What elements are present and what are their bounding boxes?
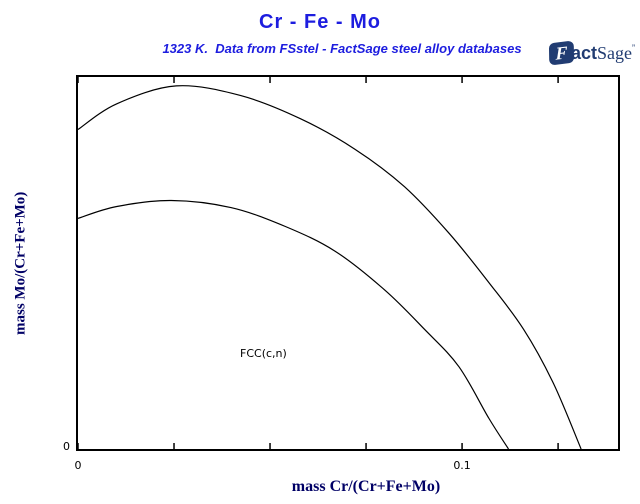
factsage-logo-blob-icon: F — [548, 40, 575, 66]
y-tick-label: 0 — [63, 440, 70, 453]
logo-trademark: ” — [632, 43, 635, 53]
x-tick-label: 0 — [74, 459, 82, 472]
curve-phase-boundary-lower — [78, 199, 510, 449]
curve-phase-boundary-upper — [78, 85, 582, 449]
phase-region-label: FCC(c,n) — [240, 347, 287, 360]
chart-subtitle: 1323 K. Data from FSstel - FactSage stee… — [162, 41, 522, 56]
factsage-logo: F act Sage ” — [548, 40, 635, 66]
chart-title: Cr - Fe - Mo — [259, 11, 381, 33]
x-tick-label: 0.1 — [453, 459, 471, 472]
plot-area: FCC(c,n) — [76, 75, 620, 451]
y-axis-title: mass Mo/(Cr+Fe+Mo) — [12, 191, 29, 335]
plot-svg — [78, 77, 582, 449]
x-axis-title: mass Cr/(Cr+Fe+Mo) — [291, 478, 441, 495]
logo-act-text: act — [570, 42, 597, 63]
logo-sage-text: Sage — [597, 42, 632, 63]
logo-f-letter: F — [555, 42, 568, 64]
